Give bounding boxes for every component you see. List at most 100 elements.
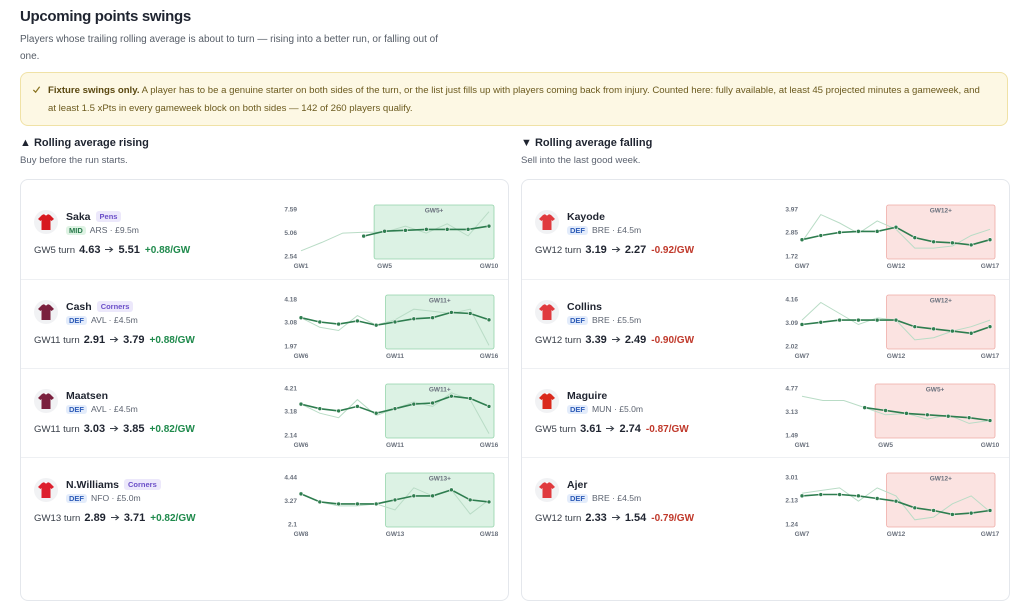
rolling-dot: [411, 493, 417, 499]
rolling-dot: [912, 505, 918, 511]
arrow-shape: [110, 514, 120, 521]
player-name-text: N.Williams: [66, 479, 120, 491]
rolling-dot: [799, 493, 805, 499]
rolling-dot: [373, 322, 379, 328]
rolling-dot: [355, 318, 360, 324]
rolling-dot: [355, 404, 360, 409]
sparkline: GW12+ 1.24 2.13 3.01 GW7 GW12 GW17: [785, 472, 1000, 538]
y-tick-label: 4.77: [785, 385, 798, 392]
rolling-dot: [883, 408, 888, 413]
y-tick-label: 3.09: [785, 320, 798, 327]
column: ▼ Rolling average falling Sell into the l…: [521, 137, 1010, 601]
player-name: N.Williams Corners: [66, 479, 161, 491]
rolling-dot: [317, 499, 323, 505]
kit-trim: [44, 392, 48, 395]
turn-label: GW12 turn: [535, 335, 582, 346]
player-meta: DEF BRE · £4.5m: [567, 493, 641, 503]
delta: +0.82/GW: [149, 424, 195, 435]
notice-title: Fixture swings only.: [48, 85, 140, 96]
kit-shirt: [539, 393, 555, 409]
turn-line: GW13 turn 2.89 3.71 +0.82/GW: [34, 512, 196, 524]
arrow-icon: [105, 246, 114, 253]
rolling-dot: [392, 406, 398, 411]
rolling-dot: [424, 227, 429, 232]
y-tick-label: 4.21: [284, 385, 297, 392]
x-tick-label: GW12: [887, 531, 906, 538]
page-subtitle: Players whose trailing rolling average i…: [20, 34, 438, 62]
kit-icon: [535, 478, 559, 502]
rolling-dot: [373, 410, 379, 416]
rolling-dot: [467, 396, 473, 401]
sparkline: GW12+ 2.02 3.09 4.16 GW7 GW12 GW17: [785, 294, 1000, 360]
rolling-dot: [317, 319, 323, 325]
player-name: Ajer: [567, 479, 587, 491]
rolling-dot: [298, 315, 304, 321]
turn-line: GW12 turn 2.33 1.54 -0.79/GW: [535, 512, 694, 524]
rolling-dot: [444, 227, 450, 232]
kit-shirt: [539, 214, 555, 230]
x-tick-label: GW17: [981, 263, 1000, 270]
rolling-dot: [987, 324, 993, 329]
rolling-dot: [912, 235, 918, 240]
player-name: Cash Corners: [66, 301, 134, 313]
player-row: Maatsen DEF AVL · £4.5m GW11 turn 3.03 3.85 +0…: [21, 368, 508, 458]
x-tick-label: GW18: [480, 531, 499, 538]
turn-label: GW5 turn: [535, 424, 577, 435]
rolling-dot: [837, 230, 842, 235]
player-meta: MID ARS · £9.5m: [66, 225, 139, 235]
before-value: 3.03: [83, 423, 106, 435]
kit-shirt: [539, 304, 555, 320]
after-value: 5.51: [118, 244, 140, 256]
delta: -0.92/GW: [651, 245, 695, 256]
kit-trim: [545, 392, 549, 395]
before-value: 3.39: [585, 334, 607, 346]
rolling-dot: [856, 317, 861, 323]
rolling-dot: [945, 413, 951, 419]
y-tick-label: 2.1: [288, 521, 297, 528]
team-price: NFO · £5.0m: [91, 493, 141, 503]
y-tick-label: 3.27: [284, 498, 297, 505]
x-tick-label: GW8: [294, 531, 309, 538]
rolling-dot: [856, 493, 861, 499]
zone-label: GW12+: [930, 476, 952, 483]
turn-line: GW12 turn 3.39 2.49 -0.90/GW: [535, 334, 694, 346]
sparkline: GW11+ 2.14 3.18 4.21 GW6 GW11 GW16: [284, 383, 499, 449]
player-name-text: Ajer: [567, 479, 588, 491]
rolling-dot: [818, 319, 824, 325]
arrow-icon: [611, 514, 621, 521]
check-icon: [32, 86, 41, 94]
player-row: Saka Pens MID ARS · £9.5m GW5 turn 4.63 5.51 +0…: [21, 190, 508, 279]
column-title: ▼ Rolling average falling: [521, 137, 653, 149]
y-tick-label: 7.59: [284, 206, 297, 213]
kit-icon: [34, 478, 58, 502]
rolling-dot: [874, 496, 880, 501]
rolling-dot: [856, 229, 861, 234]
rolling-dot: [449, 487, 454, 493]
zone-label: GW11+: [429, 387, 451, 394]
x-tick-label: GW6: [294, 353, 309, 360]
column: ▲ Rolling average rising Buy before the r…: [20, 137, 509, 601]
arrow-icon: [611, 336, 621, 343]
player-row: Maguire DEF MUN · £5.0m GW5 turn 3.61 2.74 -0.…: [522, 368, 1009, 458]
player-name-text: Collins: [567, 301, 603, 313]
delta: -0.90/GW: [651, 335, 695, 346]
notice-text: A player has to be a genuine starter on …: [48, 85, 980, 114]
turn-label: GW11 turn: [34, 335, 80, 346]
x-tick-label: GW11: [386, 353, 404, 360]
turn-label: GW5 turn: [34, 245, 76, 256]
kit-shirt: [38, 304, 54, 320]
after-value: 2.49: [624, 334, 647, 346]
player-row: Collins DEF BRE · £5.5m GW12 turn 3.39 2.49 -0…: [522, 279, 1009, 369]
arrow-icon: [110, 425, 119, 432]
team-price: AVL · £4.5m: [91, 315, 138, 325]
turn-label: GW12 turn: [535, 513, 582, 524]
arrow-icon: [110, 514, 120, 521]
team-price: ARS · £9.5m: [89, 225, 139, 235]
player-name-text: Kayode: [567, 211, 605, 223]
before-value: 4.63: [79, 244, 101, 256]
player-name-text: Saka: [66, 211, 91, 223]
y-tick-label: 5.06: [284, 230, 297, 237]
weekly-line: [801, 487, 991, 521]
rolling-dot: [403, 228, 408, 233]
kit-shirt: [539, 482, 555, 498]
